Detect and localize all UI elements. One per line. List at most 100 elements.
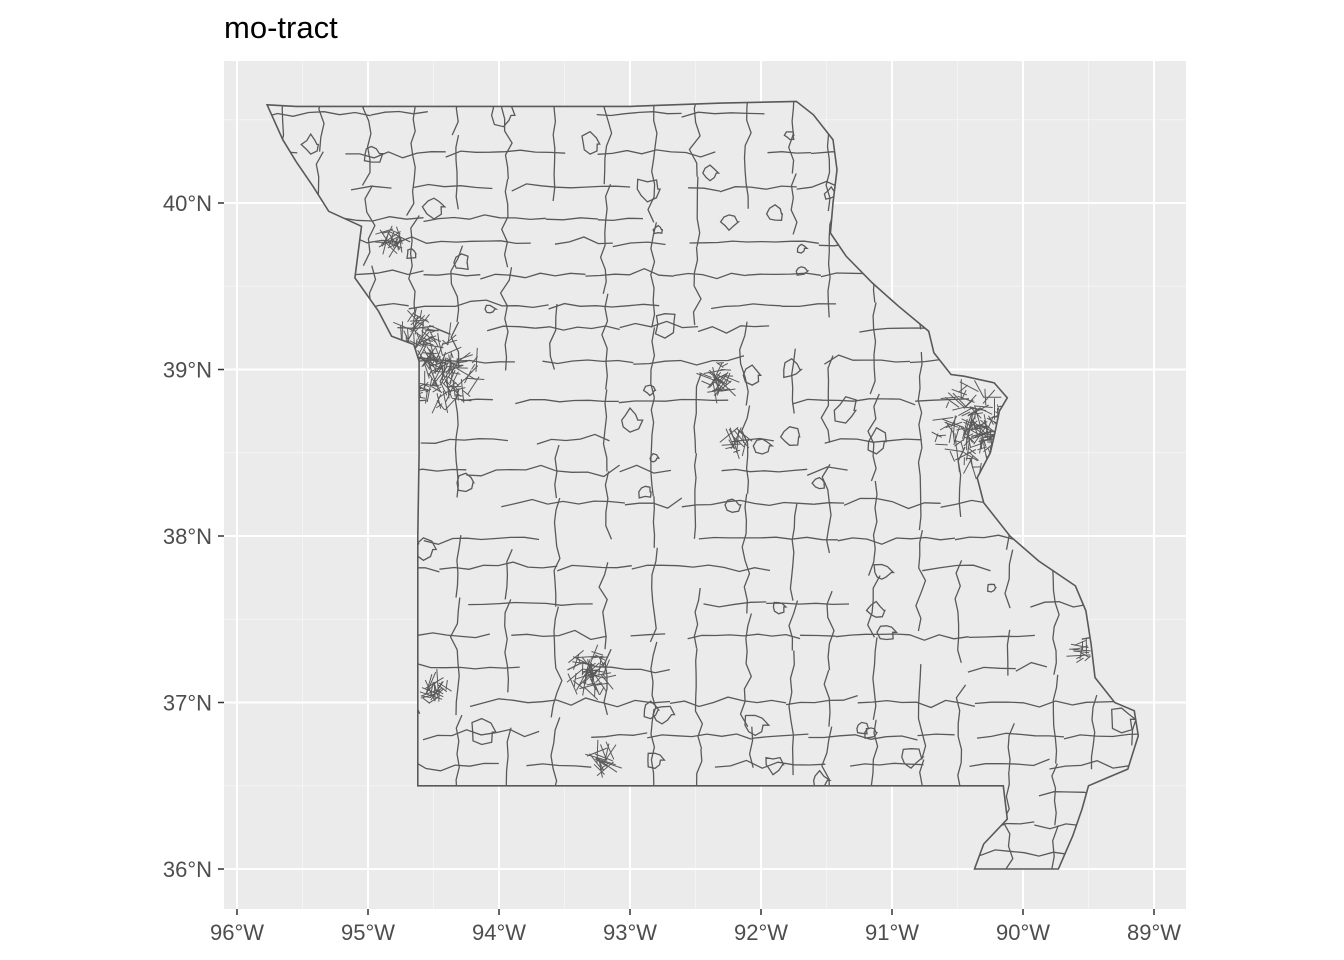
tract-boundary	[420, 438, 508, 444]
urban-tract-boundary	[431, 393, 442, 414]
tract-boundary	[362, 185, 376, 266]
urban-tract-boundary	[584, 659, 591, 675]
urban-tract-boundary	[421, 321, 424, 339]
urban-tract-boundary	[429, 324, 452, 335]
urban-tract-boundary	[417, 342, 428, 362]
urban-tract-boundary	[712, 366, 719, 388]
tract-boundary	[788, 600, 799, 651]
tract-boundary	[633, 355, 745, 366]
urban-tract-boundary	[967, 451, 979, 461]
urban-tract-boundary	[415, 332, 423, 338]
tract-boundary	[621, 407, 644, 433]
urban-tract-boundary	[439, 361, 449, 382]
urban-tract-boundary	[464, 370, 472, 384]
urban-tract-boundary	[419, 691, 443, 700]
x-tick-label: 93°W	[603, 920, 657, 945]
urban-tract-boundary	[425, 674, 433, 695]
urban-tract-boundary	[413, 313, 430, 323]
urban-tract-boundary	[696, 372, 717, 382]
urban-tract-boundary	[423, 341, 434, 346]
urban-tract-boundary	[931, 431, 943, 438]
tract-boundary	[821, 464, 832, 554]
tract-boundary	[745, 272, 821, 276]
urban-tract-boundary	[955, 449, 977, 461]
urban-tract-boundary	[388, 231, 395, 246]
tract-boundary	[1050, 825, 1059, 869]
urban-tract-boundary	[977, 446, 987, 451]
urban-tract-boundary	[963, 406, 987, 412]
urban-tract-boundary	[966, 427, 972, 449]
tract-boundary	[542, 359, 634, 365]
tract-boundary	[501, 498, 625, 508]
tract-boundary	[597, 217, 644, 222]
tract-boundary	[792, 398, 916, 406]
urban-tract-boundary	[945, 401, 950, 409]
urban-tract-boundary	[956, 448, 960, 472]
urban-tract-boundary	[432, 366, 448, 386]
tract-boundary	[423, 536, 540, 545]
tract-boundary	[649, 452, 660, 463]
urban-tract-boundary	[964, 433, 974, 439]
springfield-cluster	[566, 644, 617, 701]
urban-tract-boundary	[952, 392, 968, 409]
tract-boundary	[808, 734, 918, 741]
urban-tract-boundary	[594, 753, 613, 762]
tract-boundary	[791, 348, 796, 414]
urban-tract-boundary	[743, 434, 753, 442]
tract-boundary	[490, 101, 516, 128]
tract-boundary	[796, 243, 809, 254]
tract-boundary	[445, 149, 566, 158]
tract-boundary	[504, 549, 513, 600]
tract-boundary	[355, 216, 424, 222]
tract-boundary	[650, 641, 658, 710]
tract-boundary	[650, 222, 658, 328]
urban-tract-boundary	[393, 321, 412, 331]
tract-boundary	[597, 149, 716, 158]
urban-tract-boundary	[441, 381, 451, 391]
tract-boundary	[345, 151, 446, 159]
urban-tract-boundary	[582, 669, 598, 684]
tract-boundary	[741, 405, 751, 494]
urban-tract-boundary	[578, 672, 592, 687]
urban-tract-boundary	[586, 747, 608, 757]
tract-boundary	[423, 272, 481, 277]
y-tick-label: 36°N	[163, 857, 212, 882]
tract-boundary	[721, 468, 808, 473]
tract-boundary	[917, 733, 955, 737]
tract-boundary	[693, 588, 701, 649]
tract-boundary	[449, 597, 461, 716]
urban-tract-boundary	[1073, 650, 1090, 654]
tract-boundary	[455, 134, 460, 210]
tract-boundary	[752, 438, 775, 455]
tract-boundary	[688, 187, 721, 192]
urban-tract-boundary	[434, 345, 443, 364]
urban-tract-boundary	[421, 695, 432, 699]
urban-tract-boundary	[410, 321, 423, 333]
tract-boundary	[484, 304, 499, 314]
tract-boundary	[450, 245, 464, 323]
urban-tract-boundary	[589, 644, 599, 664]
tract-boundary	[421, 197, 447, 220]
urban-tract-boundary	[972, 424, 979, 430]
urban-tract-boundary	[433, 370, 444, 373]
urban-tract-boundary	[582, 668, 606, 673]
tract-boundary	[636, 178, 662, 203]
urban-tract-boundary	[464, 365, 479, 381]
tract-boundary	[363, 145, 384, 163]
tract-boundary	[788, 650, 795, 735]
urban-tract-boundary	[956, 427, 965, 431]
tract-boundary	[835, 633, 969, 641]
tract-boundary	[806, 466, 848, 476]
tract-boundary	[647, 733, 752, 740]
urban-tract-boundary	[959, 381, 979, 393]
tract-boundary	[693, 453, 698, 539]
y-axis: 36°N 37°N 38°N 39°N 40°N	[163, 191, 224, 882]
columbia-cluster	[696, 361, 740, 404]
urban-tract-boundary	[966, 442, 970, 461]
urban-tract-boundary	[970, 406, 982, 419]
kansas-city-north-cluster	[393, 307, 452, 362]
urban-tract-boundary	[445, 362, 454, 374]
urban-tract-boundary	[425, 677, 444, 689]
urban-tract-boundary	[1076, 654, 1085, 660]
